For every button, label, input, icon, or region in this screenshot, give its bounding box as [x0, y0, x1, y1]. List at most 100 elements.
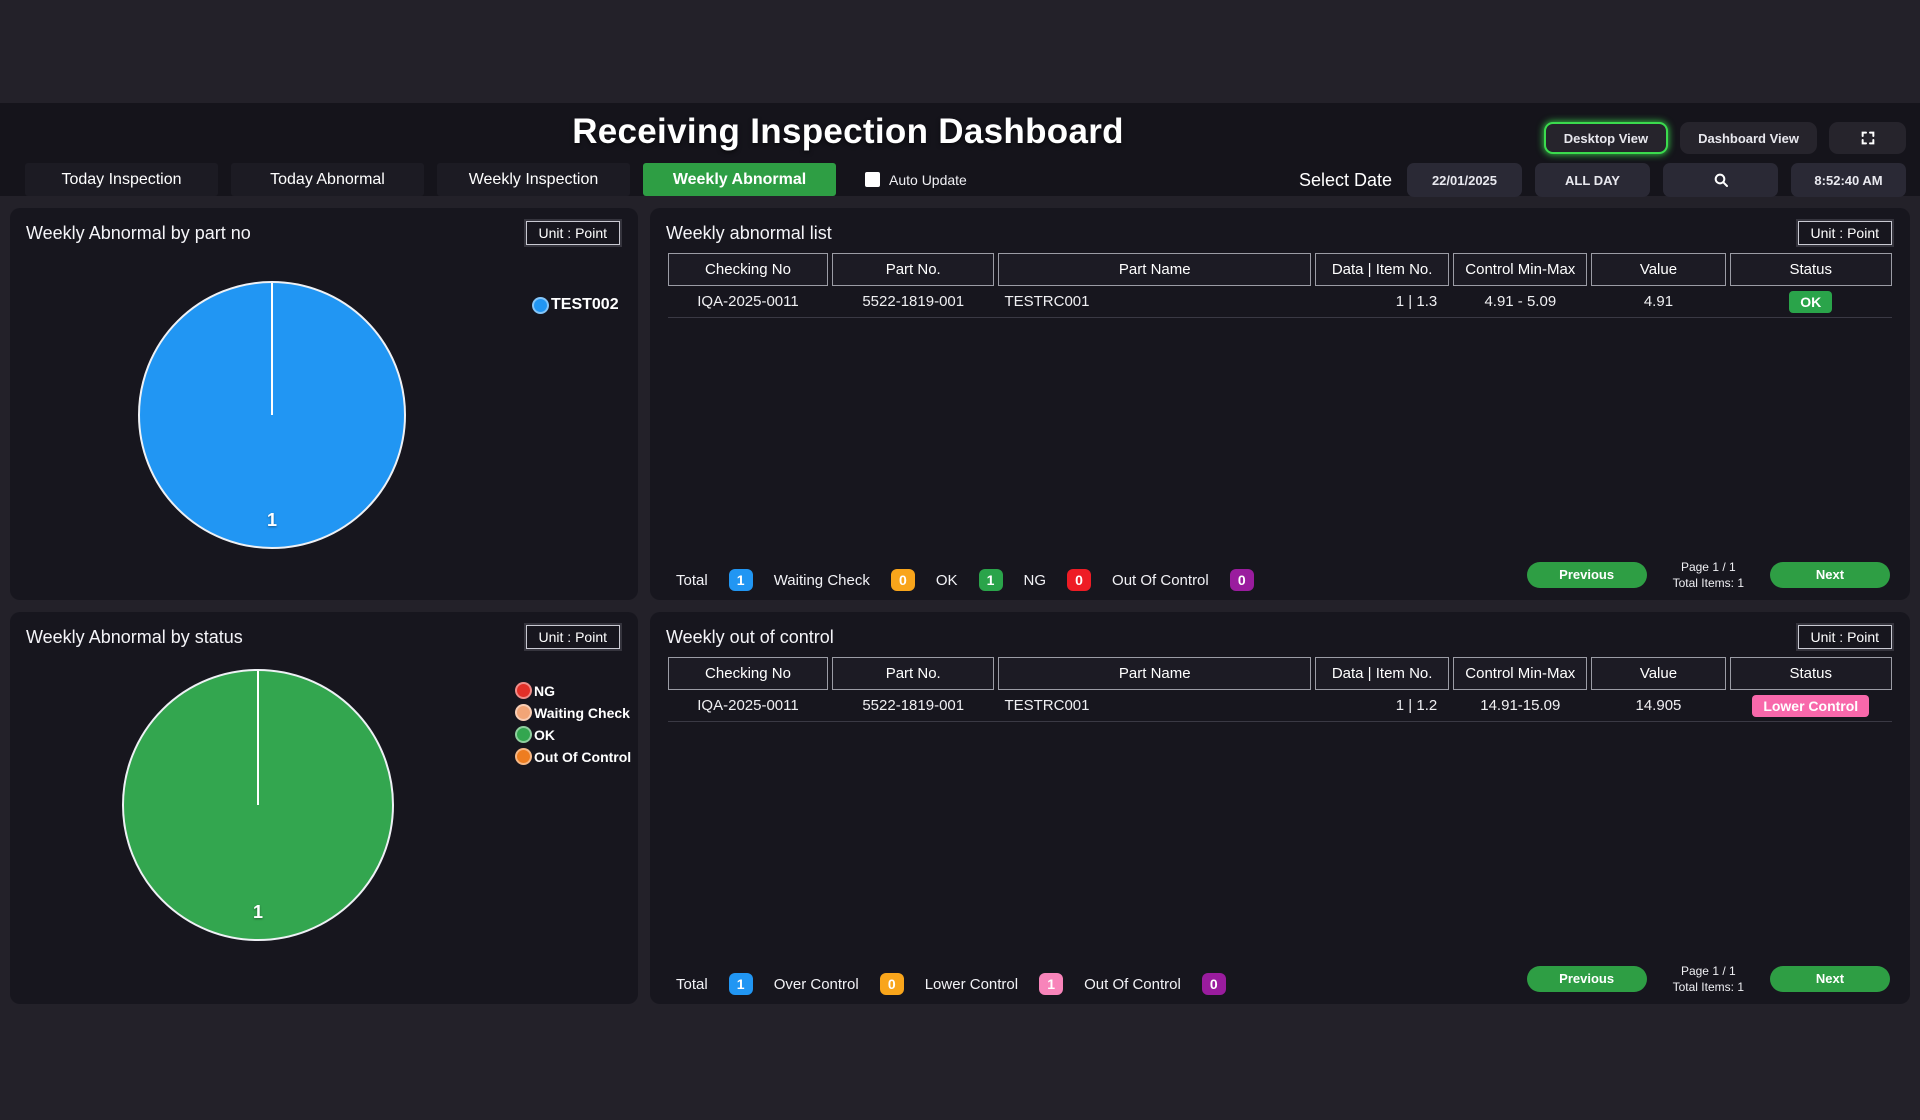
header-actions: Desktop View Dashboard View — [1543, 122, 1906, 154]
page-title: Receiving Inspection Dashboard — [572, 112, 1124, 151]
unit-badge: Unit : Point — [1797, 625, 1892, 649]
column-header-value: Value — [1591, 657, 1726, 690]
table-row[interactable]: IQA-2025-0011 5522-1819-001 TESTRC001 1 … — [668, 286, 1892, 318]
status-badge: Lower Control — [1752, 694, 1870, 717]
date-button[interactable]: 22/01/2025 — [1407, 163, 1522, 197]
table-header: Checking No Part No. Part Name Data | It… — [668, 253, 1892, 286]
column-header-control-min-max: Control Min-Max — [1453, 657, 1588, 690]
column-header-value: Value — [1591, 253, 1726, 286]
stat-count-lower-control: 1 — [1039, 973, 1064, 995]
column-header-part-no: Part No. — [832, 253, 995, 286]
page-number: Page 1 / 1 — [1680, 559, 1736, 574]
header: Receiving Inspection Dashboard Desktop V… — [0, 103, 1920, 197]
time-display[interactable]: 8:52:40 AM — [1791, 163, 1906, 197]
legend-swatch — [515, 682, 532, 699]
chart-legend: TEST002 — [532, 296, 619, 314]
panel-title: Weekly abnormal list — [666, 222, 832, 243]
auto-update-checkbox[interactable] — [865, 172, 880, 187]
tab-bar: Today Inspection Today Abnormal Weekly I… — [25, 163, 836, 196]
legend-item: OK — [515, 726, 631, 743]
summary-stats: Total 1 Over Control 0 Lower Control 1 O… — [676, 973, 1226, 995]
tab-today-inspection[interactable]: Today Inspection — [25, 163, 218, 196]
previous-button[interactable]: Previous — [1526, 965, 1647, 992]
stat-count-out-of-control: 0 — [1201, 973, 1226, 995]
fullscreen-button[interactable] — [1829, 122, 1906, 154]
pie-chart-part-no: 1 — [138, 281, 406, 549]
dashboard-view-button[interactable]: Dashboard View — [1680, 122, 1817, 154]
panel-title: Weekly out of control — [666, 626, 834, 647]
legend-item: Out Of Control — [515, 748, 631, 765]
legend-swatch — [532, 296, 549, 314]
next-button[interactable]: Next — [1770, 561, 1890, 588]
stat-label-ok: OK — [935, 571, 958, 589]
legend-item: NG — [515, 682, 631, 699]
legend-label: Waiting Check — [534, 704, 630, 721]
pie-slice-divider — [271, 283, 273, 415]
pie-chart-status: 1 — [122, 669, 394, 941]
stat-label-ng: NG — [1023, 571, 1047, 589]
day-filter-button[interactable]: ALL DAY — [1535, 163, 1650, 197]
stat-count-out-of-control: 0 — [1229, 569, 1254, 591]
cell-value: 4.91 — [1643, 293, 1674, 310]
previous-button[interactable]: Previous — [1526, 561, 1647, 588]
stat-count-over-control: 0 — [879, 973, 904, 995]
legend-item: Waiting Check — [515, 704, 631, 721]
pagination: Previous Page 1 / 1 Total Items: 1 Next — [1526, 559, 1890, 591]
select-date-label: Select Date — [1298, 169, 1392, 190]
fullscreen-icon — [1861, 131, 1874, 145]
chart-legend: NG Waiting Check OK Out Of Control — [515, 682, 631, 765]
stat-label-waiting-check: Waiting Check — [773, 571, 870, 589]
panel-title: Weekly Abnormal by status — [26, 626, 243, 647]
stat-count-ng: 0 — [1067, 569, 1092, 591]
stat-count-waiting-check: 0 — [890, 569, 915, 591]
status-badge: OK — [1789, 290, 1833, 313]
cell-checking-no: IQA-2025-0011 — [697, 697, 799, 714]
table-row[interactable]: IQA-2025-0011 5522-1819-001 TESTRC001 1 … — [668, 690, 1892, 722]
cell-value: 14.905 — [1635, 697, 1682, 714]
pagination: Previous Page 1 / 1 Total Items: 1 Next — [1526, 963, 1890, 995]
table-header: Checking No Part No. Part Name Data | It… — [668, 657, 1892, 690]
page-number: Page 1 / 1 — [1680, 963, 1736, 978]
column-header-part-name: Part Name — [998, 657, 1312, 690]
cell-checking-no: IQA-2025-0011 — [697, 293, 799, 310]
search-button[interactable] — [1663, 163, 1778, 197]
stat-label-out-of-control: Out Of Control — [1084, 975, 1181, 993]
cell-control-min-max: 4.91 - 5.09 — [1484, 293, 1557, 310]
pie-value-label: 1 — [252, 902, 264, 922]
next-button[interactable]: Next — [1770, 965, 1890, 992]
stat-label-total: Total — [676, 975, 708, 993]
search-icon — [1714, 173, 1728, 187]
legend-label: TEST002 — [551, 296, 619, 313]
cell-part-no: 5522-1819-001 — [862, 697, 965, 714]
panel-weekly-abnormal-by-part-no: Weekly Abnormal by part no Unit : Point … — [10, 208, 638, 600]
column-header-checking-no: Checking No — [668, 253, 828, 286]
tab-weekly-abnormal[interactable]: Weekly Abnormal — [643, 163, 836, 196]
stat-count-total: 1 — [728, 973, 753, 995]
column-header-part-name: Part Name — [998, 253, 1312, 286]
unit-badge: Unit : Point — [525, 221, 620, 245]
stat-count-total: 1 — [728, 569, 753, 591]
stat-label-lower-control: Lower Control — [924, 975, 1019, 993]
tab-weekly-inspection[interactable]: Weekly Inspection — [437, 163, 630, 196]
tab-today-abnormal[interactable]: Today Abnormal — [231, 163, 424, 196]
cell-data-item-no: 1 | 1.3 — [1395, 293, 1438, 310]
page-info: Page 1 / 1 Total Items: 1 — [1673, 559, 1744, 591]
desktop-view-button[interactable]: Desktop View — [1543, 122, 1669, 154]
column-header-part-no: Part No. — [832, 657, 995, 690]
cell-data-item-no: 1 | 1.2 — [1395, 697, 1438, 714]
cell-part-name: TESTRC001 — [1004, 697, 1090, 714]
column-header-data-item-no: Data | Item No. — [1315, 253, 1450, 286]
stat-label-over-control: Over Control — [773, 975, 859, 993]
auto-update-label: Auto Update — [889, 171, 967, 188]
panel-weekly-abnormal-list: Weekly abnormal list Unit : Point Checki… — [650, 208, 1910, 600]
column-header-control-min-max: Control Min-Max — [1453, 253, 1588, 286]
auto-update-control: Auto Update — [865, 163, 967, 196]
legend-label: NG — [534, 682, 555, 699]
pie-value-label: 1 — [266, 510, 278, 530]
date-controls: Select Date 22/01/2025 ALL DAY 8:52:40 A… — [1299, 163, 1906, 197]
panel-title: Weekly Abnormal by part no — [26, 222, 251, 243]
legend-swatch — [515, 704, 532, 721]
cell-control-min-max: 14.91-15.09 — [1480, 697, 1561, 714]
summary-stats: Total 1 Waiting Check 0 OK 1 NG 0 Out Of… — [676, 569, 1254, 591]
total-items: Total Items: 1 — [1672, 575, 1744, 590]
